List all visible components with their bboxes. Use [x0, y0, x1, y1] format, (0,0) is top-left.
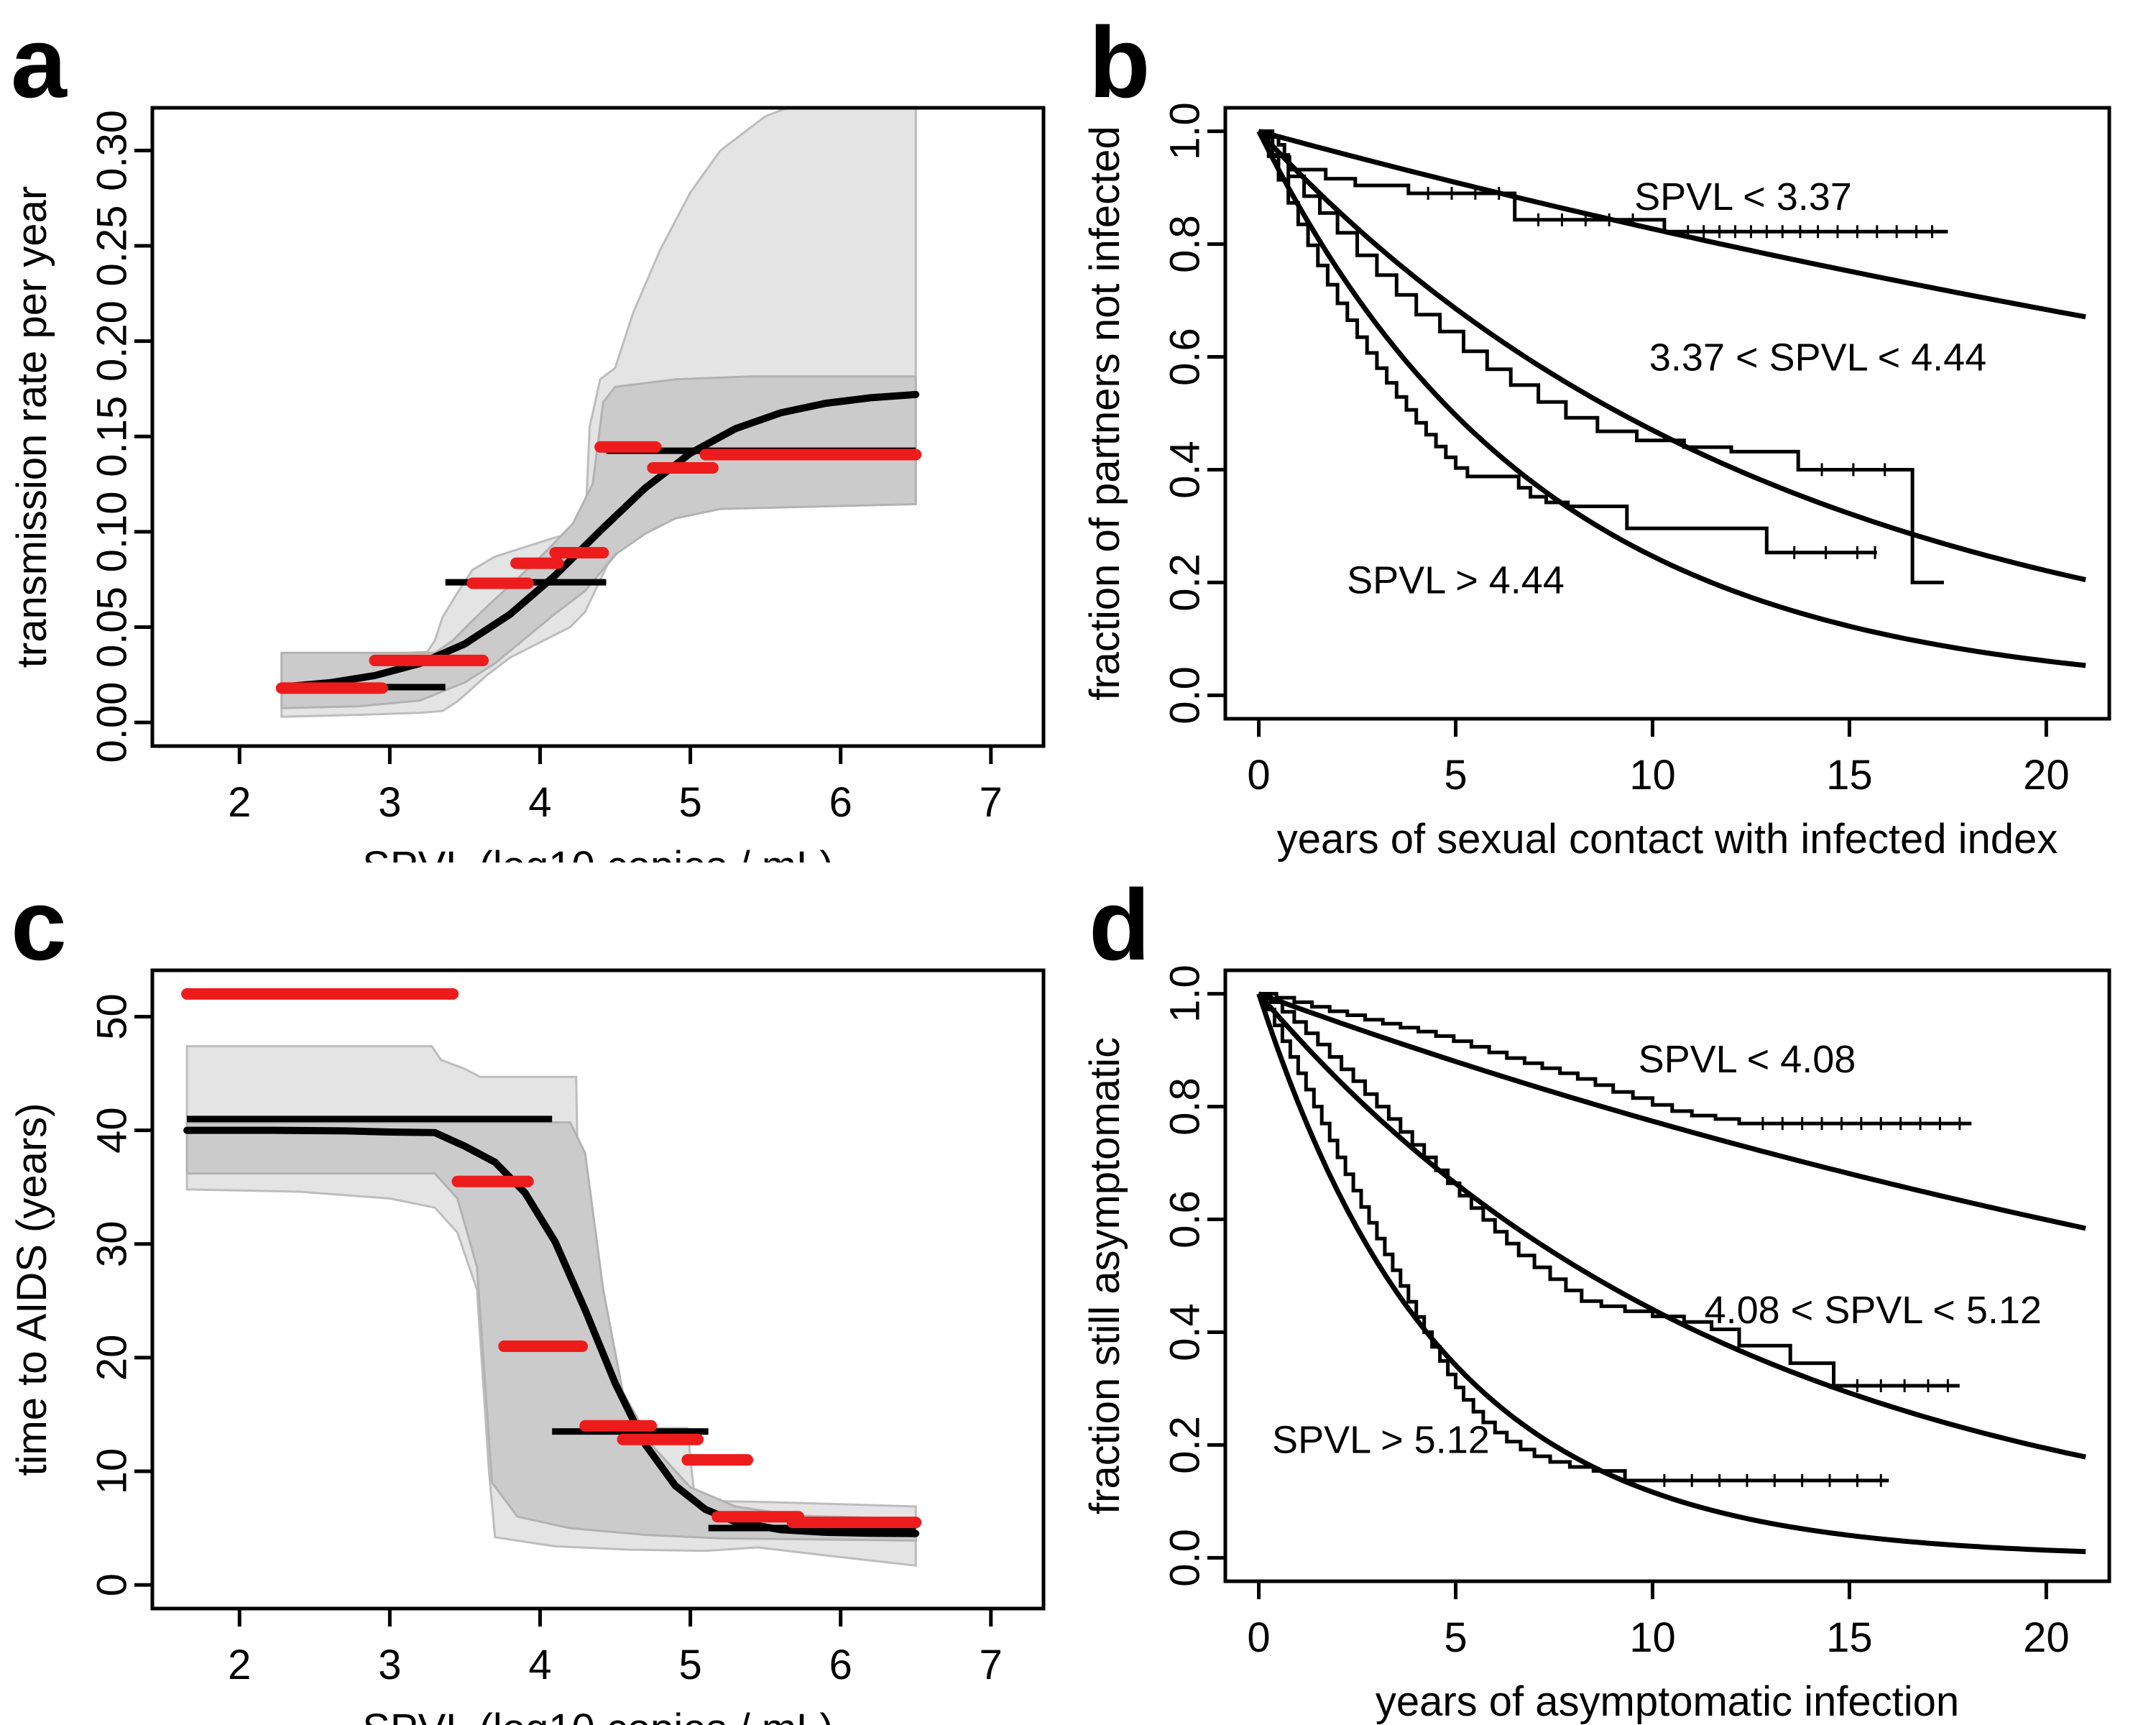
panel-a: a 2 3 4 5 6 7 0.00 0.05 0.10 0.15 0.20 0.25 0.30 SPV… — [0, 0, 1078, 862]
x-tick-label: 7 — [980, 779, 1003, 826]
panel-d-chart: d SPVL < 4.08 4.08 < SPVL < 5.12 SPVL > 5.… — [1082, 868, 2111, 1725]
plot-box — [150, 106, 1046, 748]
y-tick-label: 0.8 — [1161, 215, 1208, 273]
y-tick-label: 0.10 — [88, 491, 135, 572]
x-tick-label: 10 — [1629, 1614, 1676, 1661]
y-tick-label: 0.6 — [1161, 1190, 1208, 1248]
kaplan-meier-curve — [1258, 992, 1889, 1483]
panel-a-letter: a — [11, 6, 68, 119]
y-tick-label: 0 — [88, 1573, 135, 1596]
kaplan-meier-curve — [1258, 129, 1948, 234]
y-tick-label: 0.0 — [1161, 1529, 1208, 1587]
plot-box — [150, 968, 1046, 1611]
kaplan-meier-curve — [1258, 992, 1960, 1388]
plot-d: SPVL < 4.08 4.08 < SPVL < 5.12 SPVL > 5.12… — [1161, 965, 2111, 1661]
y-tick-label: 0.4 — [1161, 441, 1208, 499]
x-tick-label: 20 — [2023, 752, 2070, 799]
plot-box — [1223, 968, 2111, 1583]
x-tick-label: 2 — [228, 1642, 251, 1688]
x-tick-label: 10 — [1629, 752, 1676, 799]
y-tick-label: 30 — [88, 1221, 135, 1268]
y-tick-label: 10 — [88, 1448, 135, 1495]
panel-d: d SPVL < 4.08 4.08 < SPVL < 5.12 SPVL > 5.… — [1078, 862, 2156, 1725]
panel-b-xlabel: years of sexual contact with infected in… — [1277, 816, 2058, 862]
curve-group-label: 3.37 < SPVL < 4.44 — [1649, 336, 1986, 380]
y-tick-label: 0.30 — [88, 110, 135, 191]
x-tick-label: 20 — [2023, 1614, 2070, 1661]
y-tick-label: 0.00 — [88, 682, 135, 763]
curve-group-label: SPVL < 4.08 — [1639, 1038, 1856, 1081]
y-tick-label: 0.2 — [1161, 1416, 1208, 1474]
kaplan-meier-curve — [1258, 129, 1877, 555]
y-tick-label: 1.0 — [1161, 965, 1208, 1023]
x-tick-label: 0 — [1247, 752, 1270, 799]
panel-d-xlabel: years of asymptomatic infection — [1376, 1678, 1959, 1725]
kaplan-meier-curve — [1258, 129, 1944, 584]
smooth-survival-curve — [1256, 992, 2086, 1460]
y-tick-label: 0.0 — [1161, 666, 1208, 724]
panel-c: c 2 3 4 5 6 7 0 10 20 30 40 50 SPVL (log10 copies /… — [0, 862, 1078, 1725]
x-tick-label: 5 — [678, 1642, 701, 1688]
curve-group-label: SPVL < 3.37 — [1634, 175, 1852, 218]
y-tick-label: 0.6 — [1161, 328, 1208, 386]
panel-b-chart: b SPVL < 3.37 3.37 < SPVL < 4.44 SPVL > 4.… — [1082, 6, 2111, 862]
x-tick-label: 3 — [378, 779, 401, 826]
smooth-survival-curve — [1258, 129, 2086, 320]
x-tick-label: 4 — [528, 779, 551, 826]
panel-b-ylabel: fraction of partners not infected — [1082, 126, 1128, 701]
panel-a-chart: a 2 3 4 5 6 7 0.00 0.05 0.10 0.15 0.20 0.25 0.30 SPV… — [9, 6, 1046, 862]
x-tick-label: 5 — [678, 779, 701, 826]
x-tick-label: 5 — [1444, 1614, 1467, 1661]
smooth-survival-curve — [1256, 130, 2086, 668]
data-layer-c — [181, 988, 922, 1567]
x-tick-label: 7 — [980, 1642, 1003, 1688]
x-tick-label: 4 — [528, 1642, 551, 1688]
panel-a-ylabel: transmission rate per year — [9, 186, 55, 668]
y-tick-label: 0.20 — [88, 300, 135, 382]
y-tick-label: 50 — [88, 993, 135, 1040]
panel-b: b SPVL < 3.37 3.37 < SPVL < 4.44 SPVL > 4.… — [1078, 0, 2156, 862]
y-tick-label: 20 — [88, 1335, 135, 1381]
y-tick-label: 0.4 — [1161, 1303, 1208, 1361]
x-tick-label: 2 — [228, 779, 251, 826]
data-layer-d — [1256, 991, 2086, 1555]
y-tick-label: 0.15 — [88, 396, 135, 477]
curve-group-label: 4.08 < SPVL < 5.12 — [1705, 1289, 2042, 1332]
y-tick-label: 1.0 — [1161, 102, 1208, 160]
panel-a-xlabel: SPVL (log10 copies / mL) — [362, 843, 834, 862]
x-tick-label: 5 — [1444, 752, 1467, 799]
kaplan-meier-curve — [1258, 992, 1972, 1126]
x-tick-label: 0 — [1247, 1614, 1270, 1661]
data-layer-a — [275, 108, 922, 718]
curve-group-label: SPVL > 4.44 — [1347, 558, 1565, 602]
smooth-survival-curve — [1256, 993, 2086, 1555]
y-tick-label: 0.2 — [1161, 553, 1208, 612]
y-tick-label: 0.8 — [1161, 1077, 1208, 1136]
x-tick-label: 15 — [1826, 1614, 1873, 1661]
plot-box — [1223, 106, 2111, 721]
plot-a: 2 3 4 5 6 7 0.00 0.05 0.10 0.15 0.20 0.25 0.30 — [88, 106, 1046, 826]
panel-c-xlabel: SPVL (log10 copies / mL) — [362, 1706, 834, 1725]
panel-d-letter: d — [1089, 868, 1151, 981]
plot-b: SPVL < 3.37 3.37 < SPVL < 4.44 SPVL > 4.44… — [1161, 102, 2111, 799]
panel-c-letter: c — [11, 868, 67, 981]
data-layer-b — [1256, 129, 2086, 668]
fitted-curve — [281, 390, 920, 691]
panel-c-chart: c 2 3 4 5 6 7 0 10 20 30 40 50 SPVL (log10 copies /… — [9, 868, 1046, 1725]
panel-d-ylabel: fraction still asymptomatic — [1082, 1037, 1128, 1514]
y-tick-label: 0.05 — [88, 586, 135, 668]
y-tick-label: 0.25 — [88, 206, 135, 287]
x-tick-label: 15 — [1826, 752, 1873, 799]
smooth-survival-curve — [1258, 991, 2086, 1231]
curve-group-label: SPVL > 5.12 — [1272, 1419, 1490, 1462]
x-tick-label: 6 — [829, 1642, 852, 1688]
y-tick-label: 40 — [88, 1107, 135, 1154]
x-tick-label: 3 — [378, 1642, 401, 1688]
plot-c: 2 3 4 5 6 7 0 10 20 30 40 50 — [88, 968, 1046, 1688]
panel-c-ylabel: time to AIDS (years) — [9, 1103, 55, 1476]
x-tick-label: 6 — [829, 779, 852, 826]
panel-b-letter: b — [1089, 6, 1151, 119]
